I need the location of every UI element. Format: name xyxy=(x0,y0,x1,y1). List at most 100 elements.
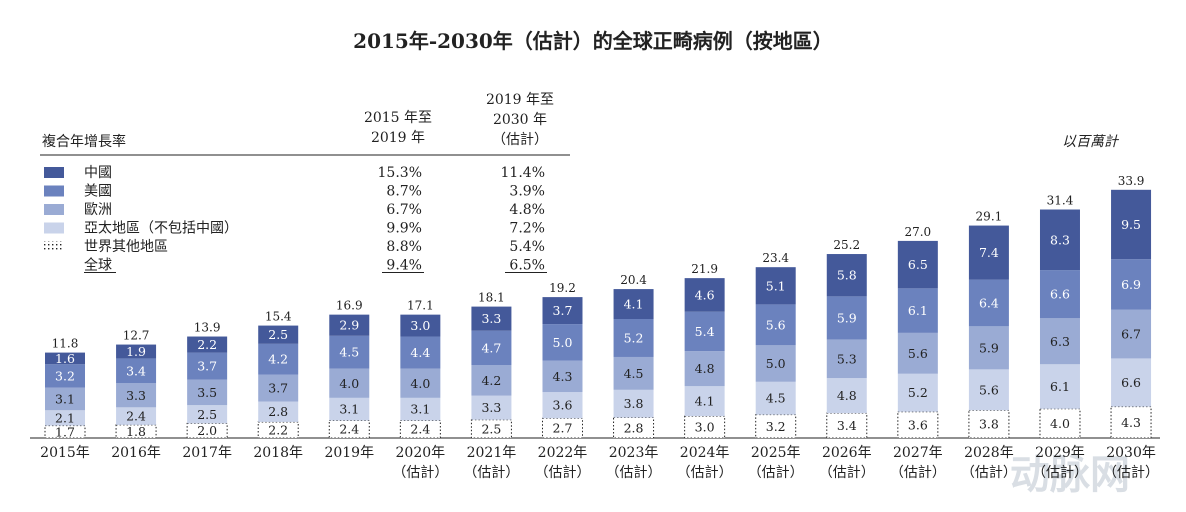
x-tick-label: 2021年 xyxy=(467,445,517,461)
bar-segment xyxy=(968,279,1009,327)
bar-segment xyxy=(826,254,867,297)
segment-value-label: 4.4 xyxy=(410,345,430,360)
segment-value-label: 4.8 xyxy=(837,388,857,403)
bar-segment xyxy=(258,325,299,344)
x-tick-label: 2017年 xyxy=(182,445,232,461)
bar-segment xyxy=(826,296,867,340)
bar-total-label: 31.4 xyxy=(1047,194,1074,208)
segment-value-label: 4.5 xyxy=(766,391,786,406)
cagr-2019-2030: 6.5% xyxy=(509,258,545,274)
segment-value-label: 4.6 xyxy=(695,287,715,302)
bar-segment xyxy=(755,267,796,305)
cagr-col1-header-line1: 2015 年至 xyxy=(364,110,432,126)
x-tick-sublabel: （估計） xyxy=(392,465,448,481)
segment-value-label: 5.1 xyxy=(766,278,786,293)
segment-value-label: 4.0 xyxy=(410,376,430,391)
bar-segment xyxy=(542,392,583,419)
bar-segment xyxy=(471,365,512,396)
segment-value-label: 5.2 xyxy=(908,385,928,400)
bar-segment xyxy=(187,336,228,353)
bar-segment-rest-of-world xyxy=(399,419,441,439)
segment-value-label: 2.9 xyxy=(339,318,359,333)
bar-segment xyxy=(1111,358,1152,407)
bar-segment xyxy=(400,336,441,369)
legend-label: 美國 xyxy=(84,184,112,200)
segment-value-label: 3.3 xyxy=(481,311,501,326)
segment-value-label: 3.7 xyxy=(553,303,573,318)
cagr-2015-2019: 8.8% xyxy=(386,239,422,255)
bar-segment xyxy=(897,240,938,289)
segment-value-label: 3.4 xyxy=(126,363,146,378)
bar-segment xyxy=(45,352,85,365)
segment-value-label: 5.6 xyxy=(979,382,999,397)
bar-total-label: 17.1 xyxy=(407,299,434,313)
bar-total-label: 12.7 xyxy=(123,329,150,343)
bar-total-label: 27.0 xyxy=(904,225,931,239)
segment-value-label: 5.3 xyxy=(837,351,857,366)
cagr-2015-2019: 6.7% xyxy=(386,202,422,218)
bar-segment xyxy=(826,378,867,414)
bar-segment xyxy=(116,407,157,425)
bar-segment xyxy=(187,379,228,406)
bar-segment xyxy=(684,351,725,387)
segment-value-label: 2.2 xyxy=(268,422,288,437)
segment-value-label: 2.0 xyxy=(197,423,217,438)
x-tick-label: 2019年 xyxy=(324,445,374,461)
segment-value-label: 6.4 xyxy=(979,295,999,310)
segment-value-label: 4.0 xyxy=(1050,416,1070,431)
x-tick-label: 2022年 xyxy=(538,445,588,461)
bar-segment xyxy=(45,410,85,426)
bar-segment xyxy=(187,405,228,424)
cagr-2015-2019: 9.4% xyxy=(386,258,422,274)
bar-segment xyxy=(1111,189,1152,260)
bar-segment-rest-of-world xyxy=(1110,406,1152,439)
segment-value-label: 2.5 xyxy=(481,421,501,436)
bar-segment xyxy=(613,319,654,357)
segment-value-label: 4.0 xyxy=(339,376,359,391)
bar-segment xyxy=(1039,364,1080,409)
bar-segment xyxy=(755,345,796,382)
x-tick-sublabel: （估計） xyxy=(1032,465,1088,481)
bar-total-label: 13.9 xyxy=(194,321,221,335)
bar-segment-rest-of-world xyxy=(755,414,797,439)
bar-total-label: 23.4 xyxy=(762,251,789,265)
segment-value-label: 6.9 xyxy=(1121,277,1141,292)
bar-segment-rest-of-world xyxy=(186,422,228,439)
bar-segment xyxy=(1039,270,1080,319)
bar-segment xyxy=(968,369,1009,411)
bar-segment-rest-of-world xyxy=(257,421,299,439)
legend-swatch xyxy=(44,185,64,197)
bar-total-label: 25.2 xyxy=(833,238,860,252)
segment-value-label: 4.5 xyxy=(339,345,359,360)
segment-value-label: 3.7 xyxy=(197,359,217,374)
bar-segment-rest-of-world xyxy=(613,417,655,439)
bar-segment xyxy=(258,374,299,402)
bar-total-label: 29.1 xyxy=(976,210,1003,224)
bar-total-label: 11.8 xyxy=(52,337,79,351)
segment-value-label: 6.5 xyxy=(908,257,928,272)
segment-value-label: 4.3 xyxy=(1121,415,1141,430)
cagr-2015-2019: 15.3% xyxy=(378,165,422,181)
segment-value-label: 1.6 xyxy=(55,351,75,366)
bar-segment xyxy=(471,306,512,331)
bar-segment xyxy=(400,368,441,398)
legend-swatch xyxy=(44,167,64,178)
bar-segment xyxy=(684,278,725,312)
x-tick-sublabel: （估計） xyxy=(961,465,1017,481)
bar-segment xyxy=(826,339,867,379)
legend-swatch xyxy=(44,222,64,234)
x-tick-label: 2028年 xyxy=(964,445,1014,461)
segment-value-label: 1.9 xyxy=(126,344,146,359)
cagr-2019-2030: 7.2% xyxy=(509,221,545,237)
bar-segment xyxy=(116,358,157,384)
x-tick-label: 2018年 xyxy=(253,445,303,461)
bar-segment-rest-of-world xyxy=(1039,408,1081,439)
bar-total-label: 21.9 xyxy=(691,262,718,276)
x-tick-sublabel: （估計） xyxy=(463,465,519,481)
x-tick-sublabel: （估計） xyxy=(606,465,662,481)
bar-segment xyxy=(45,387,85,411)
segment-value-label: 3.8 xyxy=(624,396,644,411)
x-tick-label: 2016年 xyxy=(111,445,161,461)
segment-value-label: 5.0 xyxy=(553,335,573,350)
